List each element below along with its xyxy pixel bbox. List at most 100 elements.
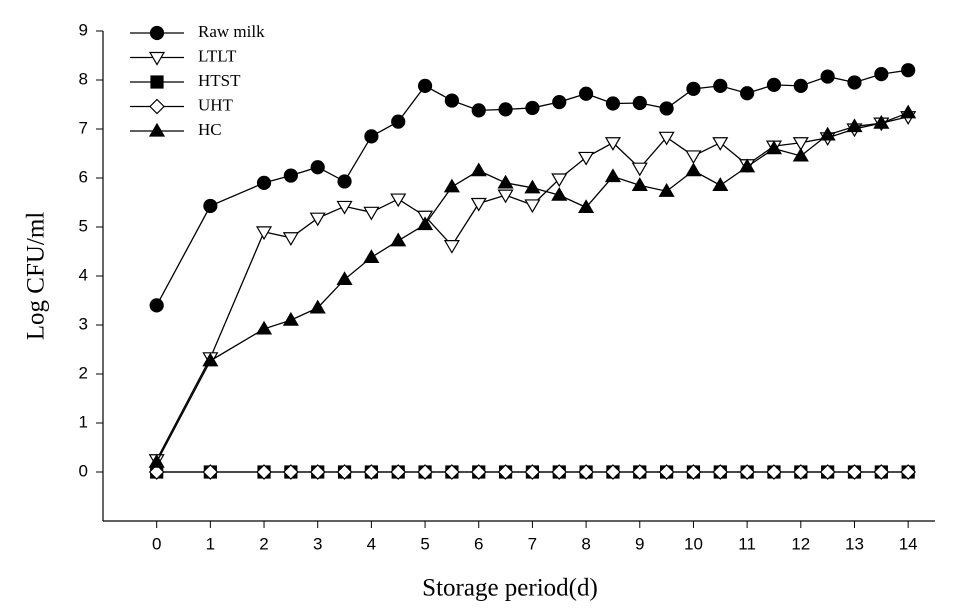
marker — [631, 177, 648, 191]
y-tick-label: 4 — [79, 265, 88, 284]
marker — [819, 126, 836, 141]
x-tick-label: 1 — [206, 534, 215, 553]
y-tick-label: 1 — [79, 412, 88, 431]
marker — [524, 199, 541, 214]
marker — [551, 464, 568, 480]
marker — [255, 320, 273, 335]
x-tick-label: 8 — [581, 534, 590, 553]
marker — [337, 174, 352, 189]
marker — [578, 199, 595, 213]
marker — [364, 129, 379, 144]
marker — [846, 118, 863, 133]
marker — [390, 193, 407, 208]
x-tick-label: 0 — [152, 534, 161, 553]
marker — [658, 131, 675, 146]
y-tick-label: 5 — [79, 216, 88, 235]
marker — [282, 232, 299, 246]
x-tick-label: 5 — [420, 534, 429, 553]
marker — [525, 100, 540, 116]
marker — [658, 464, 675, 480]
marker — [552, 94, 567, 110]
marker — [901, 63, 916, 78]
y-tick-label: 8 — [79, 69, 88, 88]
marker — [470, 162, 487, 177]
marker — [417, 216, 434, 231]
marker — [604, 137, 621, 151]
legend-marker — [149, 25, 165, 41]
marker — [551, 186, 568, 201]
x-tick-label: 13 — [845, 534, 864, 553]
marker — [847, 75, 862, 90]
marker — [605, 96, 621, 111]
marker — [874, 67, 889, 82]
marker — [604, 168, 621, 183]
marker — [713, 78, 728, 93]
marker — [203, 198, 218, 214]
marker — [524, 464, 541, 480]
marker — [631, 464, 648, 480]
legend-label: HTST — [198, 71, 241, 90]
marker — [470, 464, 487, 480]
marker — [712, 464, 729, 480]
marker — [443, 240, 460, 254]
marker — [282, 311, 299, 326]
marker — [792, 464, 809, 480]
marker — [873, 114, 890, 129]
y-tick-label: 3 — [79, 314, 88, 333]
x-tick-label: 10 — [684, 534, 703, 553]
marker — [283, 464, 299, 480]
marker — [309, 212, 326, 227]
marker — [766, 464, 782, 480]
marker — [444, 464, 460, 480]
x-tick-label: 12 — [791, 534, 810, 553]
marker — [444, 93, 460, 108]
marker — [686, 81, 701, 96]
marker — [524, 179, 541, 194]
marker — [820, 69, 835, 84]
marker — [202, 464, 219, 480]
marker — [578, 86, 594, 101]
y-tick-label: 9 — [79, 20, 88, 39]
x-tick-label: 7 — [528, 534, 537, 553]
marker — [255, 226, 273, 241]
marker — [471, 103, 486, 118]
x-tick-label: 14 — [899, 534, 918, 553]
marker — [363, 464, 380, 480]
marker — [551, 173, 568, 188]
marker — [498, 102, 513, 117]
x-axis-label: Storage period(d) — [422, 575, 598, 602]
x-tick-label: 11 — [738, 534, 756, 553]
marker — [900, 104, 917, 119]
x-tick-label: 6 — [474, 534, 483, 553]
marker — [578, 464, 594, 480]
marker — [631, 162, 648, 177]
marker — [632, 95, 647, 111]
x-tick-label: 3 — [313, 534, 322, 553]
marker — [766, 77, 782, 93]
marker — [792, 137, 809, 151]
marker — [659, 101, 674, 116]
legend-label: HC — [198, 120, 222, 139]
marker — [685, 464, 702, 480]
legend-label: LTLT — [198, 46, 237, 65]
marker — [497, 174, 514, 189]
legend-marker — [149, 98, 165, 115]
marker — [391, 114, 406, 129]
y-tick-label: 2 — [79, 363, 88, 382]
marker — [900, 464, 917, 480]
y-tick-label: 7 — [79, 118, 88, 137]
y-tick-label: 6 — [79, 167, 88, 186]
marker — [336, 271, 353, 286]
marker — [149, 298, 164, 313]
marker — [148, 464, 165, 480]
marker — [765, 140, 783, 155]
marker — [390, 232, 407, 247]
marker — [578, 151, 595, 166]
marker — [256, 464, 272, 480]
x-tick-label: 2 — [259, 534, 268, 553]
marker — [658, 183, 675, 197]
marker — [685, 150, 702, 165]
legend-label: Raw milk — [198, 22, 265, 41]
x-tick-label: 9 — [635, 534, 644, 553]
marker — [792, 147, 809, 162]
